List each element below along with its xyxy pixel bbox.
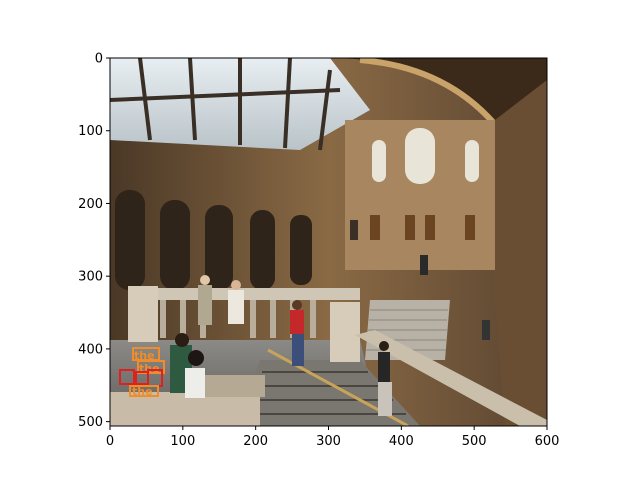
annotation-label: the xyxy=(132,385,153,398)
x-tick-label: 400 xyxy=(389,434,414,449)
x-tick-label: 600 xyxy=(535,434,560,449)
y-tick-label: 100 xyxy=(78,124,103,139)
y-axis: 0 100 200 300 400 500 xyxy=(78,52,110,430)
right-wall xyxy=(495,80,547,426)
lower-stair-steps xyxy=(248,371,406,415)
balustrade-pillar-right xyxy=(330,302,360,362)
x-tick-label: 500 xyxy=(462,434,487,449)
annotation-box xyxy=(129,385,159,397)
x-tick-label: 200 xyxy=(243,434,268,449)
right-balustrade xyxy=(355,330,547,426)
y-tick-label: 0 xyxy=(95,52,103,67)
y-tick-label: 400 xyxy=(78,342,103,357)
x-tick-label: 0 xyxy=(106,434,114,449)
roof-ribs xyxy=(110,58,341,151)
text-annotations: the the the xyxy=(119,347,165,398)
balustrade-pillar-left xyxy=(128,286,158,342)
visitors xyxy=(170,220,490,416)
arched-windows xyxy=(372,128,479,184)
annotation-label: the xyxy=(134,349,155,362)
y-tick-label: 500 xyxy=(78,415,103,430)
balustrade-rail xyxy=(130,288,360,300)
x-axis: 0 100 200 300 400 500 600 xyxy=(106,426,560,449)
hall-photo: the the the xyxy=(110,58,547,426)
left-arcade xyxy=(115,190,312,290)
annotation-label: the xyxy=(139,362,160,375)
x-tick-label: 100 xyxy=(170,434,195,449)
annotation-box xyxy=(137,360,165,374)
ceiling-arch xyxy=(330,58,547,200)
annotation-box xyxy=(119,369,135,385)
y-tick-label: 200 xyxy=(78,197,103,212)
y-tick-label: 300 xyxy=(78,270,103,285)
lower-windows xyxy=(370,215,475,240)
x-tick-label: 300 xyxy=(316,434,341,449)
